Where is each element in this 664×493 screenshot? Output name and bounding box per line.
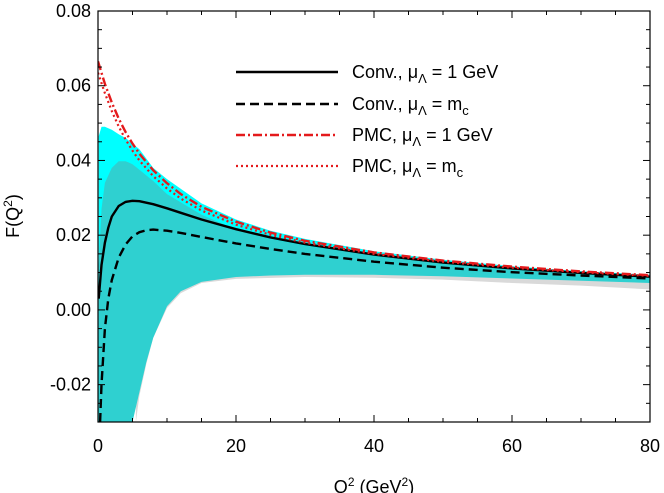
legend-rest: = 1 GeV bbox=[427, 62, 499, 82]
uncertainty-band-band_gray bbox=[135, 156, 650, 422]
series-line-dashed bbox=[98, 228, 650, 422]
legend-sub: Λ bbox=[418, 71, 427, 86]
legend-rest: = 1 GeV bbox=[421, 125, 493, 145]
y-axis-label-close: ) bbox=[3, 194, 23, 200]
series-line-dotted bbox=[98, 72, 650, 277]
x-tick-label: 60 bbox=[502, 436, 522, 456]
legend-rest: = m bbox=[421, 156, 457, 176]
legend-name: Conv., μ bbox=[352, 62, 418, 82]
y-tick-label: 0.02 bbox=[56, 225, 91, 245]
series-lines bbox=[98, 61, 650, 422]
y-tick-label: 0.00 bbox=[56, 300, 91, 320]
y-axis-label: F(Q2) bbox=[1, 194, 23, 238]
legend-rest-sub: c bbox=[462, 103, 469, 118]
legend-name: Conv., μ bbox=[352, 94, 418, 114]
legend-entry: PMC, μΛ = mc bbox=[352, 156, 464, 180]
legend-name: PMC, μ bbox=[352, 125, 412, 145]
x-tick-label: 40 bbox=[364, 436, 384, 456]
legend-entry: Conv., μΛ = mc bbox=[352, 94, 469, 118]
legend-entry: PMC, μΛ = 1 GeV bbox=[352, 125, 493, 149]
x-axis-label-sup: 2 bbox=[348, 475, 355, 489]
legend-sub: Λ bbox=[412, 134, 421, 149]
axis-ticks: 0 20 40 60 80 -0.02 0.00 0.02 0.04 0.06 0.08 bbox=[50, 1, 660, 456]
y-axis-label-sup: 2 bbox=[1, 200, 15, 207]
legend-rest: = m bbox=[427, 94, 463, 114]
x-tick-label: 80 bbox=[640, 436, 660, 456]
y-tick-label: 0.04 bbox=[56, 150, 91, 170]
x-tick-label: 20 bbox=[226, 436, 246, 456]
y-tick-label: 0.06 bbox=[56, 76, 91, 96]
legend-rest-sub: c bbox=[457, 165, 464, 180]
y-tick-label: -0.02 bbox=[50, 375, 91, 395]
uncertainty-band-band_conv bbox=[98, 161, 650, 422]
series-line-solid bbox=[98, 199, 650, 299]
y-tick-label: 0.08 bbox=[56, 1, 91, 21]
x-axis-label-main: Q bbox=[334, 477, 348, 493]
x-axis-label-unit: (GeV bbox=[355, 477, 402, 493]
x-axis-label: Q2 (GeV2) bbox=[334, 475, 414, 493]
legend-sub: Λ bbox=[412, 165, 421, 180]
x-tick-label: 0 bbox=[93, 436, 103, 456]
x-axis-label-unit-sup: 2 bbox=[402, 475, 409, 489]
y-axis-label-main: F(Q bbox=[3, 207, 23, 238]
x-axis-label-unit-close: ) bbox=[408, 477, 414, 493]
legend-name: PMC, μ bbox=[352, 156, 412, 176]
legend-entry: Conv., μΛ = 1 GeV bbox=[352, 62, 498, 86]
legend-sub: Λ bbox=[418, 103, 427, 118]
